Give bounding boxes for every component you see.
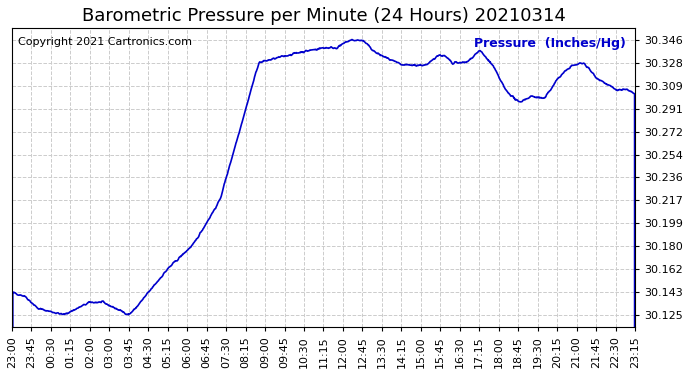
Text: Copyright 2021 Cartronics.com: Copyright 2021 Cartronics.com <box>18 37 193 47</box>
Text: Pressure  (Inches/Hg): Pressure (Inches/Hg) <box>474 37 626 50</box>
Title: Barometric Pressure per Minute (24 Hours) 20210314: Barometric Pressure per Minute (24 Hours… <box>81 7 565 25</box>
